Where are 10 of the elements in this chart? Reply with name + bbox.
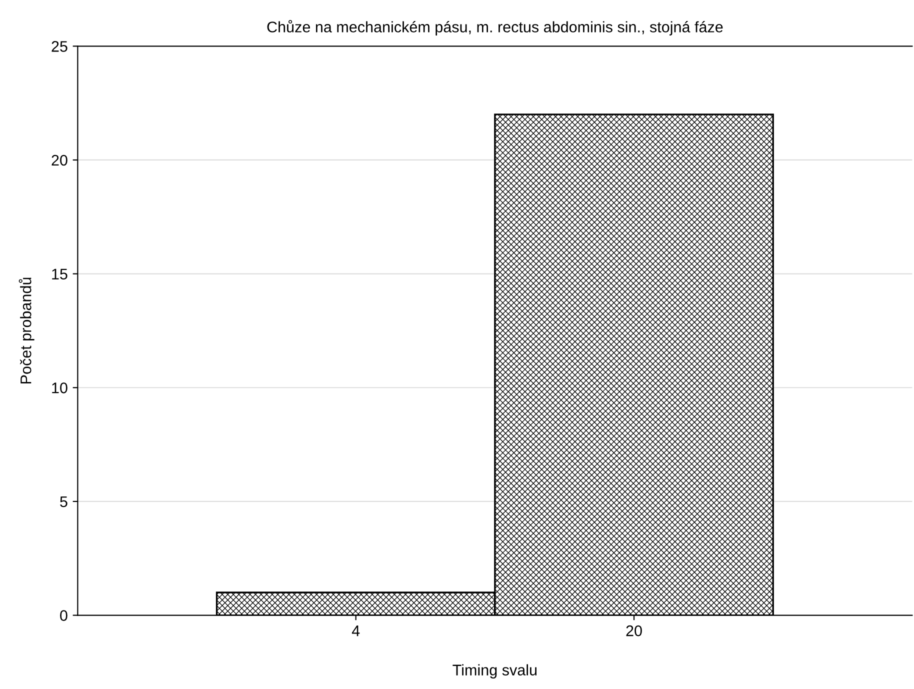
y-tick-label: 25: [52, 41, 68, 52]
x-tick-label: 4: [352, 626, 360, 636]
y-tick-label: 15: [52, 268, 68, 280]
y-tick-label: 10: [52, 382, 68, 394]
y-tick-label: 20: [52, 154, 68, 166]
y-tick-label: 5: [60, 496, 68, 508]
chart-title: Chůze na mechanickém pásu, m. rectus abdominis sin., stojná fáze: [267, 20, 723, 36]
y-tick-label: 0: [60, 610, 68, 621]
y-axis-title: Počet probandů: [18, 278, 34, 384]
x-axis-title: Timing svalu: [452, 664, 537, 678]
